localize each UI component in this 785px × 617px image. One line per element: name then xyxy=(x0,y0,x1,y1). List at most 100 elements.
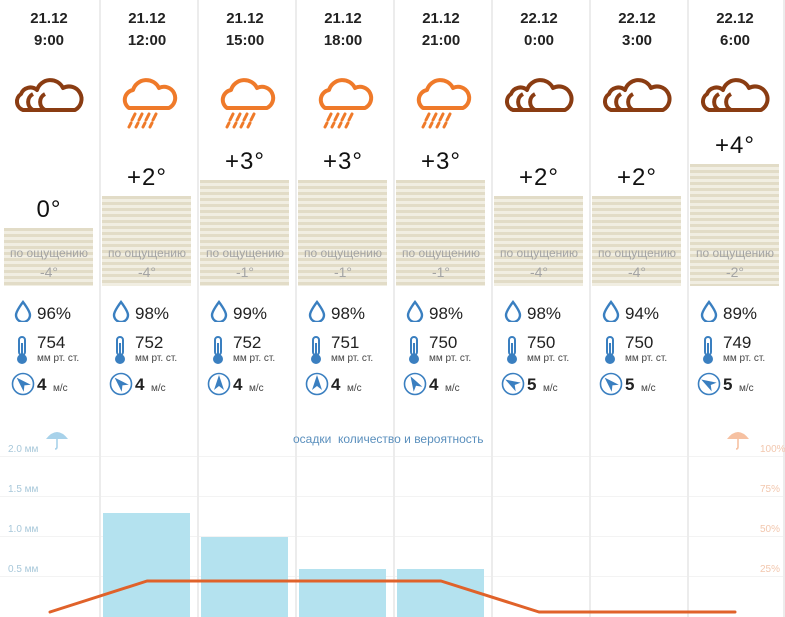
umbrella-probability-icon xyxy=(727,432,749,450)
rain-cloud-icon xyxy=(107,74,187,134)
precip-subtitle-label: количество и вероятность xyxy=(337,432,484,446)
wind-speed-unit: м/с xyxy=(347,383,362,394)
cloud-icon xyxy=(499,74,579,134)
humidity-value: 89% xyxy=(723,304,758,323)
wind-speed-value: 5 xyxy=(625,375,635,394)
humidity-drop-icon xyxy=(406,300,424,324)
humidity-value: 99% xyxy=(233,304,268,323)
rain-cloud-icon xyxy=(401,74,481,134)
precip-probability-tick: 50% xyxy=(760,524,781,535)
pressure-value: 752 xyxy=(233,333,262,352)
temperature-value: +2° xyxy=(127,164,167,191)
thermometer-icon xyxy=(112,335,128,365)
feels-like-label: по ощущению xyxy=(10,246,88,260)
column-separator xyxy=(295,0,297,617)
wind-direction-icon xyxy=(501,372,525,396)
forecast-time: 6:00 xyxy=(719,32,751,49)
precip-chart-title: осадки количество и вероятность xyxy=(293,432,484,446)
forecast-date: 22.12 xyxy=(618,10,656,27)
wind-direction-icon xyxy=(599,372,623,396)
temperature-bar xyxy=(690,164,779,286)
thermometer-icon xyxy=(406,335,422,365)
grid-line xyxy=(0,456,785,457)
humidity-drop-icon xyxy=(504,300,522,324)
precip-probability-tick: 25% xyxy=(760,564,781,575)
column-separator xyxy=(197,0,199,617)
thermometer-icon xyxy=(504,335,520,365)
thermometer-icon xyxy=(602,335,618,365)
wind-speed-value: 5 xyxy=(723,375,733,394)
grid-line xyxy=(0,536,785,537)
temperature-value: +2° xyxy=(519,164,559,191)
cloud-icon xyxy=(597,74,677,134)
feels-like-value: -4° xyxy=(627,264,647,280)
pressure-value: 750 xyxy=(527,333,556,352)
humidity-drop-icon xyxy=(14,300,32,324)
forecast-time: 3:00 xyxy=(621,32,653,49)
temperature-value: +2° xyxy=(617,164,657,191)
wind-speed-unit: м/с xyxy=(53,383,68,394)
pressure-value: 751 xyxy=(331,333,360,352)
thermometer-icon xyxy=(700,335,716,365)
temperature-value: +3° xyxy=(323,148,363,175)
wind-direction-icon xyxy=(305,372,329,396)
pressure-value: 750 xyxy=(429,333,458,352)
wind-direction-icon xyxy=(403,372,427,396)
wind-speed-value: 5 xyxy=(527,375,537,394)
rain-cloud-icon xyxy=(303,74,383,134)
column-separator xyxy=(99,0,101,617)
feels-like-label: по ощущению xyxy=(598,246,676,260)
pressure-unit: мм рт. ст. xyxy=(625,353,668,364)
wind-speed-unit: м/с xyxy=(151,383,166,394)
forecast-time: 18:00 xyxy=(323,32,363,49)
forecast-time: 12:00 xyxy=(127,32,167,49)
forecast-date: 21.12 xyxy=(128,10,166,27)
temperature-bar xyxy=(200,180,289,286)
wind-speed-value: 4 xyxy=(233,375,243,394)
forecast-column: 21.12 12:00 +2° по ощущению -4° 98% 752 мм рт. … xyxy=(98,0,196,617)
forecast-date: 22.12 xyxy=(520,10,558,27)
forecast-column: 21.12 18:00 +3° по ощущению -1° 98% 751 мм рт. … xyxy=(294,0,392,617)
humidity-drop-icon xyxy=(210,300,228,324)
precip-amount-bar xyxy=(201,537,288,617)
temperature-value: +3° xyxy=(225,148,265,175)
rain-cloud-icon xyxy=(205,74,285,134)
feels-like-label: по ощущению xyxy=(304,246,382,260)
thermometer-icon xyxy=(308,335,324,365)
feels-like-label: по ощущению xyxy=(206,246,284,260)
humidity-value: 94% xyxy=(625,304,660,323)
temperature-bar xyxy=(494,196,583,286)
forecast-date: 21.12 xyxy=(324,10,362,27)
cloud-icon xyxy=(695,74,775,134)
forecast-time: 21:00 xyxy=(421,32,461,49)
pressure-value: 750 xyxy=(625,333,654,352)
humidity-value: 98% xyxy=(135,304,170,323)
precip-amount-bar xyxy=(299,569,386,617)
grid-line xyxy=(0,496,785,497)
feels-like-value: -1° xyxy=(235,264,255,280)
precip-amount-tick: 1.0 мм xyxy=(8,524,39,535)
precip-probability-tick: 75% xyxy=(760,484,781,495)
feels-like-value: -4° xyxy=(529,264,549,280)
humidity-value: 96% xyxy=(37,304,72,323)
precip-amount-bar xyxy=(103,513,190,617)
forecast-time: 15:00 xyxy=(225,32,265,49)
feels-like-value: -4° xyxy=(137,264,157,280)
temperature-bar xyxy=(102,196,191,286)
feels-like-label: по ощущению xyxy=(108,246,186,260)
wind-speed-value: 4 xyxy=(429,375,439,394)
pressure-unit: мм рт. ст. xyxy=(233,353,276,364)
grid-line xyxy=(0,576,785,577)
precip-amount-tick: 0.5 мм xyxy=(8,564,39,575)
forecast-column: 21.12 21:00 +3° по ощущению -1° 98% 750 мм рт. … xyxy=(392,0,490,617)
thermometer-icon xyxy=(14,335,30,365)
pressure-unit: мм рт. ст. xyxy=(723,353,766,364)
pressure-unit: мм рт. ст. xyxy=(429,353,472,364)
pressure-value: 752 xyxy=(135,333,164,352)
pressure-unit: мм рт. ст. xyxy=(135,353,178,364)
wind-speed-value: 4 xyxy=(37,375,47,394)
column-separator xyxy=(687,0,689,617)
wind-direction-icon xyxy=(207,372,231,396)
humidity-drop-icon xyxy=(602,300,620,324)
